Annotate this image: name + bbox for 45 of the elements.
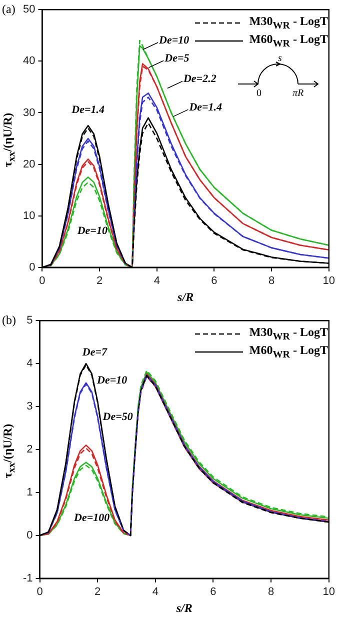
x-tick-label: 6 — [211, 275, 218, 288]
y-tick-label: 10 — [22, 210, 36, 222]
y-tick-label: 5 — [26, 314, 33, 327]
annotation: De=10 — [76, 225, 108, 238]
x-axis-title: s/R — [176, 290, 194, 304]
annotation: De=10 — [96, 374, 128, 387]
annotation: De=1.4 — [188, 101, 223, 114]
x-tick-label: 10 — [322, 275, 336, 288]
x-tick-label: 10 — [322, 586, 336, 598]
annotation: De=5 — [164, 52, 190, 64]
annotation: πR — [292, 88, 304, 99]
x-tick-label: 2 — [94, 586, 101, 598]
x-tick-label: 4 — [154, 275, 160, 288]
y-tick-label: 3 — [26, 400, 33, 413]
y-tick-label: 4 — [26, 358, 33, 370]
annotation: De=7 — [81, 346, 108, 359]
y-tick-label: 0 — [29, 261, 36, 274]
x-tick-label: 4 — [152, 586, 158, 598]
chart-title: (b) — [2, 312, 16, 327]
annotation: s — [278, 53, 282, 64]
y-tick-label: 50 — [22, 4, 36, 16]
annotation: De=1.4 — [70, 104, 106, 116]
x-tick-label: 8 — [268, 275, 275, 288]
annotation: De=2.2 — [182, 73, 217, 86]
annotation: De=50 — [102, 411, 134, 424]
legend-label: M60$_{WR}$ - LogT — [249, 32, 328, 50]
y-tick-label: 2 — [26, 444, 33, 456]
y-tick-label: 0 — [26, 529, 33, 542]
annotation: De=10 — [158, 34, 190, 46]
x-tick-label: 6 — [210, 586, 216, 598]
chart-title: (a) — [2, 2, 16, 16]
annotation: 0 — [256, 88, 262, 99]
y-tick-label: 1 — [26, 486, 33, 498]
legend-label: M60$_{WR}$ - LogT — [249, 343, 328, 361]
y-tick-label: 40 — [22, 55, 36, 68]
x-axis-title: s/R — [175, 600, 192, 615]
legend-label: M30$_{WR}$ - LogT — [249, 14, 328, 32]
annotation: De=100 — [73, 512, 110, 524]
x-tick-label: 8 — [268, 586, 274, 598]
y-tick-label: 20 — [22, 158, 36, 170]
legend-label: M30$_{WR}$ - LogT — [249, 325, 328, 342]
y-tick-label: -1 — [23, 572, 33, 584]
x-tick-label: 2 — [96, 275, 103, 288]
x-tick-label: 0 — [39, 275, 46, 288]
y-tick-label: 30 — [22, 106, 36, 119]
